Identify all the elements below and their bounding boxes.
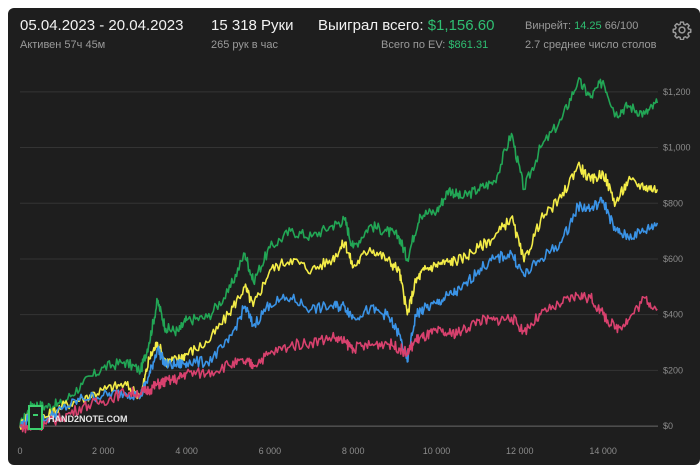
y-tick-label: $400 bbox=[663, 310, 683, 320]
grid-lines bbox=[20, 91, 658, 427]
series-pink-line bbox=[19, 291, 658, 434]
x-tick-label: 12 000 bbox=[506, 446, 534, 456]
winrate: Винрейт: 14.25 66/100 bbox=[525, 20, 638, 32]
logo-text: HAND2NOTE.COM bbox=[48, 414, 128, 424]
avg-tables: 2.7 среднее число столов bbox=[525, 39, 657, 51]
series-yellow-line bbox=[19, 161, 659, 430]
x-tick-label: 6 000 bbox=[259, 446, 282, 456]
winrate-extra: 66/100 bbox=[604, 20, 639, 32]
ev-value: $861.31 bbox=[448, 39, 489, 51]
ev-label: Всего по EV: bbox=[381, 39, 446, 51]
y-tick-label: $1,000 bbox=[663, 143, 691, 153]
y-tick-label: $800 bbox=[663, 198, 683, 208]
ev-total: Всего по EV: $861.31 bbox=[381, 39, 488, 51]
hand2note-logo: HAND2NOTE.COM bbox=[28, 405, 128, 430]
x-tick-label: 2 000 bbox=[92, 446, 115, 456]
x-tick-label: 8 000 bbox=[342, 446, 365, 456]
x-tick-label: 14 000 bbox=[589, 446, 617, 456]
won-value: $1,156.60 bbox=[427, 17, 495, 34]
won-total: Выиграл всего: $1,156.60 bbox=[318, 17, 494, 34]
x-tick-label: 4 000 bbox=[175, 446, 198, 456]
graph-card: 05.04.2023 - 20.04.2023 Активен 57ч 45м … bbox=[8, 8, 700, 465]
series-green-line bbox=[19, 77, 659, 427]
gear-icon[interactable] bbox=[672, 20, 692, 40]
y-tick-label: $200 bbox=[663, 365, 683, 375]
x-axis-ticks: 0 2 000 4 000 6 000 8 000 10 000 12 000 14 000 bbox=[17, 446, 616, 456]
x-tick-label: 10 000 bbox=[423, 446, 451, 456]
profit-chart: $0 $200 $400 $600 $800 $1,000 $1,200 0 2 000 4 0… bbox=[17, 77, 691, 456]
x-tick-label: 0 bbox=[17, 446, 22, 456]
active-time: Активен 57ч 45м bbox=[20, 39, 106, 51]
won-label: Выиграл всего: bbox=[318, 17, 424, 34]
y-tick-label: $600 bbox=[663, 254, 683, 264]
winrate-label: Винрейт: bbox=[525, 20, 572, 32]
series-blue-line bbox=[19, 196, 659, 428]
y-tick-label: $1,200 bbox=[663, 87, 691, 97]
hands-per-hour: 265 рук в час bbox=[211, 39, 279, 51]
series-lines bbox=[19, 77, 659, 434]
hands-count: 15 318 Руки bbox=[211, 17, 294, 34]
y-tick-label: $0 bbox=[663, 421, 673, 431]
date-range[interactable]: 05.04.2023 - 20.04.2023 bbox=[20, 17, 184, 34]
stats-header: 05.04.2023 - 20.04.2023 Активен 57ч 45м … bbox=[8, 8, 700, 60]
winrate-value: 14.25 bbox=[574, 20, 602, 32]
y-axis-ticks: $0 $200 $400 $600 $800 $1,000 $1,200 bbox=[663, 87, 691, 431]
